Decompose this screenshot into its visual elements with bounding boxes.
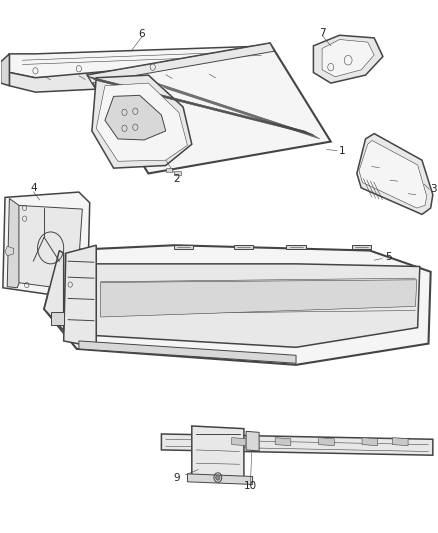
Polygon shape [275, 438, 291, 446]
Polygon shape [96, 83, 187, 161]
Polygon shape [359, 141, 427, 208]
Text: 7: 7 [319, 28, 325, 38]
Polygon shape [105, 95, 166, 140]
Polygon shape [246, 431, 259, 451]
Polygon shape [161, 434, 433, 455]
Polygon shape [88, 43, 331, 173]
Polygon shape [166, 167, 172, 172]
Text: 6: 6 [138, 29, 145, 39]
Polygon shape [174, 171, 181, 175]
Polygon shape [173, 245, 193, 249]
Polygon shape [88, 43, 274, 83]
Polygon shape [352, 245, 371, 249]
Polygon shape [17, 205, 82, 290]
Polygon shape [9, 46, 270, 78]
Polygon shape [92, 75, 192, 168]
Text: 4: 4 [30, 183, 37, 193]
Polygon shape [3, 192, 90, 298]
Polygon shape [64, 245, 96, 348]
Polygon shape [192, 426, 244, 482]
Polygon shape [362, 438, 378, 446]
Polygon shape [232, 438, 247, 446]
Polygon shape [88, 76, 314, 135]
Polygon shape [44, 245, 431, 365]
Polygon shape [318, 438, 334, 446]
Polygon shape [96, 264, 420, 348]
Text: 10: 10 [244, 481, 257, 491]
Text: 3: 3 [431, 184, 437, 195]
Text: 9: 9 [173, 473, 180, 482]
Polygon shape [392, 438, 408, 446]
Polygon shape [101, 280, 417, 317]
Polygon shape [314, 35, 383, 83]
Text: 1: 1 [338, 146, 345, 156]
Polygon shape [79, 341, 296, 364]
Polygon shape [1, 54, 9, 86]
Text: 2: 2 [173, 174, 180, 184]
Polygon shape [51, 312, 64, 325]
Polygon shape [357, 134, 433, 214]
Polygon shape [5, 246, 14, 256]
Circle shape [215, 475, 220, 480]
Text: 5: 5 [385, 252, 392, 262]
Polygon shape [286, 245, 306, 249]
Polygon shape [234, 245, 254, 249]
Polygon shape [253, 56, 270, 82]
Polygon shape [9, 56, 270, 92]
Polygon shape [7, 198, 19, 288]
Polygon shape [44, 251, 64, 330]
Polygon shape [322, 39, 374, 77]
Polygon shape [187, 474, 253, 484]
